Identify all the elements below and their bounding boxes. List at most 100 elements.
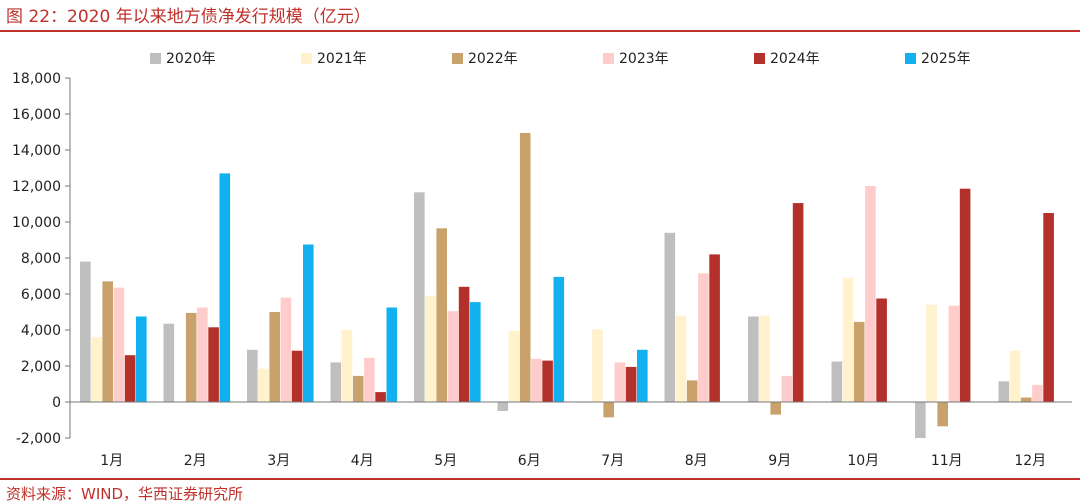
bar [748, 316, 759, 402]
y-tick-label: 18,000 [12, 71, 61, 87]
bar [352, 375, 364, 402]
x-tick-label: 1月 [100, 453, 123, 469]
bar [865, 186, 876, 402]
bar [542, 360, 553, 402]
bar [91, 337, 102, 402]
bar [876, 298, 887, 402]
bar [80, 261, 91, 402]
chart-legend: 2020年 2021年 2022年 2023年 2024年 2025年 [150, 51, 971, 67]
bar [113, 287, 125, 402]
bar [531, 358, 542, 402]
bar [792, 203, 804, 402]
bar [675, 315, 687, 402]
bar [247, 349, 258, 402]
legend-label: 2021年 [317, 51, 367, 67]
bar [102, 281, 113, 402]
bar [1009, 350, 1021, 402]
bar [625, 366, 637, 402]
y-tick-label: 14,000 [12, 143, 61, 159]
legend-swatch [754, 53, 765, 64]
bar [1020, 397, 1032, 402]
bar [781, 375, 793, 402]
x-tick-label: 7月 [601, 453, 624, 469]
bar [197, 307, 208, 402]
bar [948, 305, 960, 402]
bar [375, 392, 386, 402]
bar [759, 315, 770, 402]
bar [425, 295, 436, 402]
x-tick-label: 11月 [931, 453, 963, 469]
bar [998, 381, 1010, 402]
bar [208, 327, 219, 402]
bar [508, 330, 520, 402]
bar [458, 286, 470, 402]
x-tick-label: 6月 [518, 453, 541, 469]
y-tick-label: -2,000 [16, 431, 61, 447]
x-tick-label: 5月 [434, 453, 457, 469]
bar [553, 276, 565, 402]
legend-swatch [452, 53, 463, 64]
y-axis: -2,000 0 2,000 4,000 6,000 8,000 10,000 12,000 1… [12, 71, 71, 447]
bar [959, 188, 971, 402]
bar [664, 232, 676, 402]
bar [831, 361, 843, 402]
x-tick-label: 2月 [184, 453, 207, 469]
x-tick-label: 3月 [267, 453, 290, 469]
bar [1032, 384, 1043, 402]
bar [303, 244, 314, 402]
top-divider [0, 30, 1080, 32]
bar [497, 402, 509, 411]
bar [470, 302, 481, 402]
legend-label: 2025年 [921, 51, 971, 67]
x-tick-label: 10月 [847, 453, 879, 469]
bar [269, 312, 280, 402]
x-tick-label: 8月 [685, 453, 708, 469]
bar [614, 362, 626, 402]
x-tick-label: 12月 [1014, 453, 1046, 469]
bar [592, 329, 603, 402]
bar [603, 402, 614, 418]
bar [414, 192, 425, 402]
bar [853, 321, 865, 402]
bar [686, 380, 698, 402]
y-tick-label: 12,000 [12, 179, 61, 195]
bar [436, 228, 447, 402]
y-tick-label: 2,000 [21, 359, 61, 375]
bar [842, 277, 854, 402]
bar [915, 402, 926, 438]
legend-label: 2020年 [166, 51, 216, 67]
bar [280, 297, 292, 402]
y-tick-label: 16,000 [12, 107, 61, 123]
bar [364, 357, 375, 402]
bar [637, 349, 648, 402]
bar [330, 362, 342, 402]
bar [258, 368, 269, 402]
legend-swatch [150, 53, 161, 64]
bar [926, 304, 937, 402]
bar [291, 350, 303, 402]
y-tick-label: 4,000 [21, 323, 61, 339]
x-tick-label: 4月 [351, 453, 374, 469]
bar [163, 323, 175, 402]
net-issuance-bar-chart: 2020年 2021年 2022年 2023年 2024年 2025年 -2,000 0 2,… [12, 51, 1072, 469]
bar [124, 355, 136, 402]
source-note: 资料来源：WIND，华西证券研究所 [6, 485, 244, 503]
bar [341, 330, 353, 402]
legend-swatch [905, 53, 916, 64]
bottom-divider [0, 478, 1080, 480]
legend-swatch [301, 53, 312, 64]
x-axis: 1月 2月 3月 4月 5月 6月 7月 8月 9月 10月 11月 12月 [70, 401, 1072, 469]
bar-series [80, 132, 1054, 438]
y-tick-label: 10,000 [12, 215, 61, 231]
bar [386, 307, 398, 402]
legend-swatch [603, 53, 614, 64]
bar [770, 402, 781, 415]
x-tick-label: 9月 [768, 453, 791, 469]
y-tick-label: 6,000 [21, 287, 61, 303]
legend-label: 2024年 [770, 51, 820, 67]
bar [1043, 213, 1054, 402]
bar [136, 316, 147, 402]
bar [185, 312, 197, 402]
bar [447, 311, 459, 402]
bar [937, 402, 948, 427]
